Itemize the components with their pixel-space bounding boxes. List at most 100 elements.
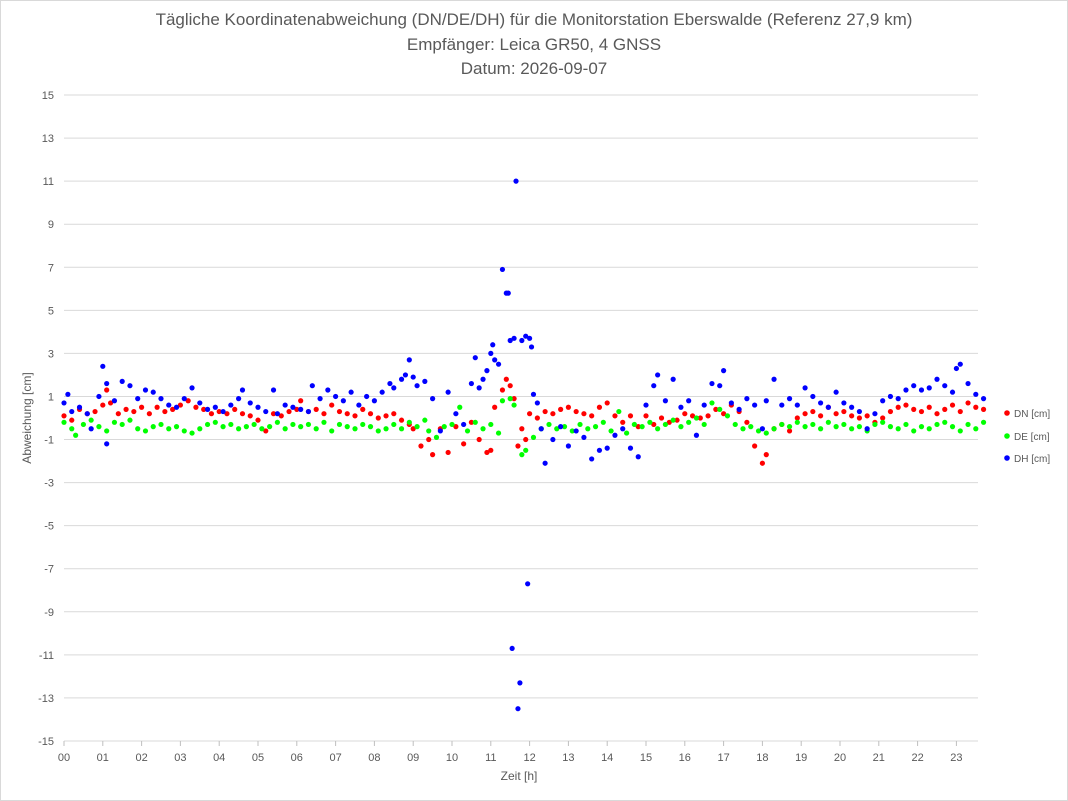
data-point-de <box>856 424 863 430</box>
data-point-dh <box>298 406 304 412</box>
data-point-dh <box>550 436 556 443</box>
x-tick-label: 07 <box>329 752 341 764</box>
data-point-de <box>181 428 187 434</box>
data-point-de <box>732 421 738 428</box>
data-point-dn <box>523 436 529 443</box>
data-point-dn <box>468 419 474 425</box>
y-axis-label: Abweichung [cm] <box>20 372 34 463</box>
data-point-dn <box>818 413 824 419</box>
data-point-dh <box>911 383 917 389</box>
data-point-dh <box>410 374 416 380</box>
y-tick-label: 7 <box>48 262 54 274</box>
data-point-dn <box>476 436 482 443</box>
chart-title: Tägliche Koordinatenabweichung (DN/DE/DH… <box>155 10 913 29</box>
x-tick-label: 19 <box>795 752 807 764</box>
data-point-de <box>336 421 343 428</box>
data-point-de <box>73 432 79 438</box>
data-point-dn <box>208 411 215 417</box>
data-point-de <box>367 424 374 430</box>
data-point-de <box>360 421 366 428</box>
data-point-dh <box>530 391 537 397</box>
data-point-dn <box>321 411 327 417</box>
data-point-dn <box>232 406 238 412</box>
data-point-dh <box>84 411 90 417</box>
x-tick-label: 17 <box>717 752 729 764</box>
y-tick-label: 9 <box>48 219 54 231</box>
data-point-dh <box>371 398 377 404</box>
data-point-dh <box>509 645 515 652</box>
data-point-de <box>841 421 847 428</box>
data-point-de <box>794 419 800 425</box>
data-point-de <box>631 421 637 428</box>
data-point-de <box>426 428 432 434</box>
data-point-dh <box>973 391 979 397</box>
x-tick-label: 23 <box>950 752 962 764</box>
data-point-dn <box>880 415 886 421</box>
x-tick-label: 18 <box>756 752 768 764</box>
data-point-dh <box>247 400 253 406</box>
data-point-de <box>298 424 304 430</box>
data-point-de <box>662 421 669 428</box>
data-point-dh <box>949 389 956 395</box>
data-point-de <box>709 400 715 406</box>
data-point-dh <box>150 389 156 395</box>
data-point-dh <box>490 342 496 348</box>
grid-layer <box>64 94 978 742</box>
data-point-dh <box>596 447 603 453</box>
data-point-dn <box>705 413 711 419</box>
data-point-de <box>267 424 273 430</box>
data-point-dh <box>810 393 816 400</box>
x-tick-label: 02 <box>135 752 147 764</box>
data-point-dn <box>534 415 540 421</box>
legend-marker-de <box>1004 433 1010 439</box>
data-point-dn <box>453 424 459 430</box>
data-point-de <box>142 428 149 434</box>
data-point-dn <box>627 413 634 419</box>
data-point-dn <box>833 411 839 417</box>
data-point-dh <box>926 385 932 391</box>
data-point-dn <box>255 417 261 423</box>
data-point-dh <box>228 402 234 408</box>
data-point-de <box>546 421 552 428</box>
data-point-de <box>616 408 622 415</box>
data-point-dn <box>527 411 533 417</box>
data-point-de <box>833 424 839 430</box>
x-tick-label: 13 <box>562 752 574 764</box>
data-point-dh <box>612 432 618 438</box>
data-point-de <box>480 426 486 432</box>
x-tick-label: 01 <box>97 752 109 764</box>
data-point-dn <box>697 415 703 421</box>
data-point-dn <box>263 428 269 434</box>
data-point-de <box>61 419 67 425</box>
data-point-dh <box>414 383 420 389</box>
data-point-de <box>464 428 471 434</box>
data-point-dh <box>887 393 894 400</box>
data-point-dn <box>581 411 587 417</box>
data-point-dh <box>833 389 839 395</box>
legend-label-de: DE [cm] <box>1014 432 1050 443</box>
legend-marker-dh <box>1004 455 1010 461</box>
data-point-dh <box>565 443 572 449</box>
data-point-dn <box>841 408 847 415</box>
data-point-dh <box>274 411 280 417</box>
data-point-dh <box>693 432 700 438</box>
data-point-dn <box>367 411 374 417</box>
data-point-dn <box>752 443 758 449</box>
data-point-dn <box>721 411 727 417</box>
data-point-dh <box>158 396 164 402</box>
data-point-de <box>880 419 886 425</box>
data-point-dn <box>239 411 246 417</box>
data-point-de <box>771 426 777 432</box>
x-tick-label: 04 <box>213 752 225 764</box>
y-tick-label: 1 <box>48 391 54 403</box>
data-point-dn <box>802 411 808 417</box>
data-point-dh <box>818 400 824 406</box>
data-point-dn <box>713 406 719 412</box>
data-point-de <box>457 404 463 410</box>
y-tick-label: -5 <box>44 521 54 533</box>
data-point-de <box>949 424 956 430</box>
data-point-dn <box>247 413 253 419</box>
data-point-dh <box>263 408 269 415</box>
data-point-dh <box>736 406 742 412</box>
data-point-dn <box>689 413 696 419</box>
